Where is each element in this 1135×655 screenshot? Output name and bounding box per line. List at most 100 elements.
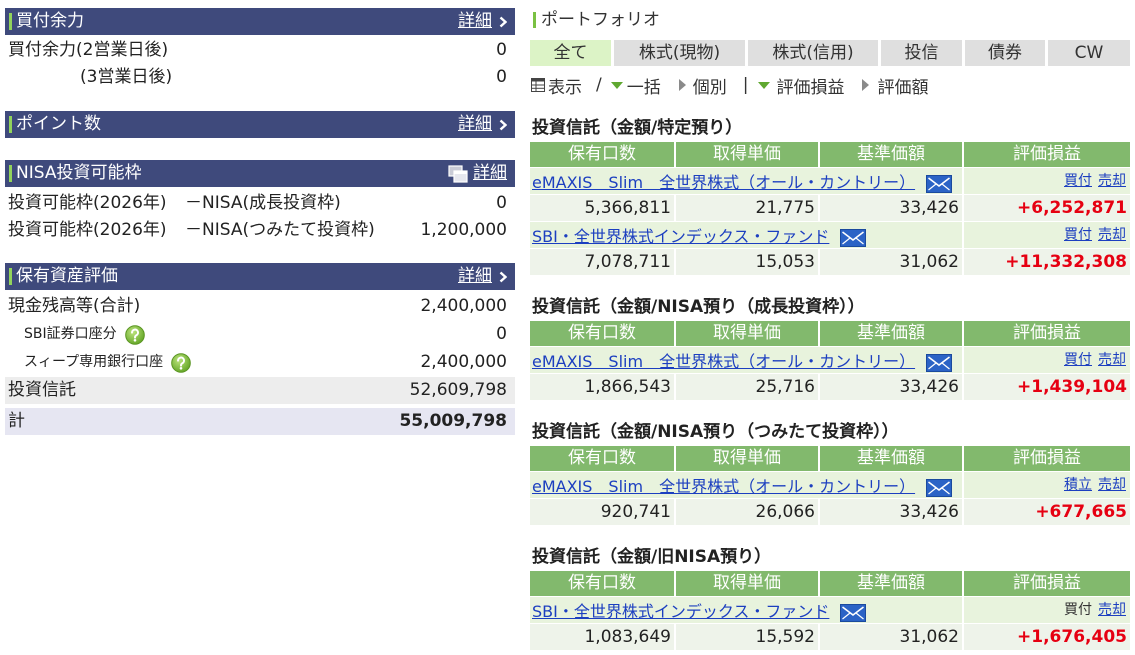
separator: / [596, 75, 602, 95]
fund-name-cell: eMAXIS Slim 全世界株式（オール・カントリー） [530, 472, 962, 498]
accumulate-link[interactable]: 積立 [1064, 477, 1092, 493]
assets-header: 保有資産評価 詳細 [5, 263, 515, 290]
buying-power-detail-link[interactable]: 詳細 [458, 11, 492, 31]
tab-cw[interactable]: CW [1048, 40, 1130, 66]
mail-icon[interactable] [926, 478, 953, 497]
individual-label[interactable]: 個別 [692, 77, 727, 98]
tab-funds[interactable]: 投信 [881, 40, 962, 66]
nisa-header: NISA投資可能枠 詳細 [5, 160, 515, 187]
holdings-table: 保有口数 取得単価 基準価額 評価損益 SBI・全世界株式インデックス・ファンド… [530, 571, 1130, 650]
buying-power-title: 買付余力 [16, 11, 84, 31]
divider: | [742, 75, 749, 95]
row-label: (3営業日後) [80, 67, 173, 87]
nisa-title: NISA投資可能枠 [16, 163, 142, 183]
sell-link[interactable]: 売却 [1098, 602, 1126, 618]
tab-all[interactable]: 全て [530, 40, 611, 66]
column-header: 基準価額 [820, 142, 962, 167]
help-icon[interactable] [171, 352, 191, 373]
section-title: 投資信託（金額/NISA預り（成長投資枠）） [532, 297, 865, 317]
tab-bonds[interactable]: 債券 [965, 40, 1045, 66]
help-icon[interactable] [124, 324, 145, 345]
triangle-right-icon [862, 79, 870, 91]
row-label-wrap: SBI証券口座分 [24, 321, 145, 348]
chevron-right-icon[interactable] [499, 271, 507, 283]
assets-row-sbi-account: SBI証券口座分 0 [5, 321, 515, 348]
popup-window-icon[interactable] [448, 164, 468, 183]
fund-name-link[interactable]: SBI・全世界株式インデックス・ファンド [532, 602, 830, 621]
mail-icon[interactable] [926, 174, 953, 193]
mail-icon[interactable] [840, 228, 867, 247]
fund-name-cell: eMAXIS Slim 全世界株式（オール・カントリー） [530, 347, 962, 373]
profit-loss-value: +6,252,871 [964, 195, 1130, 221]
row-label: 計 [8, 411, 25, 431]
profit-loss-label[interactable]: 評価損益 [776, 77, 845, 98]
points-detail-link[interactable]: 詳細 [458, 114, 492, 134]
fund-name-link[interactable]: SBI・全世界株式インデックス・ファンド [532, 227, 830, 246]
triangle-down-icon [610, 81, 623, 89]
column-header: 基準価額 [820, 571, 962, 596]
mail-icon[interactable] [926, 353, 953, 372]
row-value: 0 [496, 193, 507, 213]
column-header: 評価損益 [964, 142, 1130, 167]
column-header: 保有口数 [530, 142, 674, 167]
bulk-option[interactable]: 一括 [610, 73, 661, 98]
row-value: 52,609,798 [409, 380, 507, 400]
individual-option[interactable]: 個別 [678, 73, 727, 98]
holdings-table: 保有口数 取得単価 基準価額 評価損益 eMAXIS Slim 全世界株式（オー… [530, 142, 1130, 275]
sell-link[interactable]: 売却 [1098, 352, 1126, 368]
column-header: 取得単価 [676, 321, 818, 346]
assets-detail[interactable]: 詳細 [458, 263, 507, 290]
buy-link[interactable]: 買付 [1064, 352, 1092, 368]
nisa-row-growth: 投資可能枠(2026年) －NISA(成長投資枠) 0 [5, 190, 515, 217]
fund-name-link[interactable]: eMAXIS Slim 全世界株式（オール・カントリー） [532, 352, 916, 371]
sell-link[interactable]: 売却 [1098, 173, 1126, 189]
nav-value: 33,426 [820, 195, 962, 221]
portfolio-title: ポートフォリオ [533, 8, 660, 32]
assets-detail-link[interactable]: 詳細 [458, 266, 492, 286]
tab-stock-margin[interactable]: 株式(信用) [748, 40, 878, 66]
bulk-label[interactable]: 一括 [626, 77, 661, 98]
holdings-table: 保有口数 取得単価 基準価額 評価損益 eMAXIS Slim 全世界株式（オー… [530, 446, 1130, 525]
sell-link[interactable]: 売却 [1098, 227, 1126, 243]
cost-value: 25,716 [676, 374, 818, 400]
profit-loss-value: +11,332,308 [964, 249, 1130, 275]
units-value: 920,741 [530, 499, 674, 525]
row-label: 買付余力(2営業日後) [8, 40, 169, 60]
tab-stock-cash[interactable]: 株式(現物) [614, 40, 745, 66]
buy-link[interactable]: 買付 [1064, 227, 1092, 243]
row-label: スィープ専用銀行口座 [24, 354, 164, 370]
row-label: 投資可能枠(2026年) [8, 220, 167, 240]
row-value: 0 [496, 324, 507, 344]
column-header: 取得単価 [676, 571, 818, 596]
row-value: 0 [496, 67, 507, 87]
nisa-detail[interactable]: 詳細 [448, 160, 507, 187]
sell-link[interactable]: 売却 [1098, 477, 1126, 493]
nisa-detail-link[interactable]: 詳細 [473, 163, 507, 183]
valuation-option[interactable]: 評価額 [862, 73, 928, 98]
column-header: 評価損益 [964, 321, 1130, 346]
mail-icon[interactable] [840, 603, 867, 622]
fund-name-link[interactable]: eMAXIS Slim 全世界株式（オール・カントリー） [532, 173, 916, 192]
buy-link[interactable]: 買付 [1064, 173, 1092, 189]
profit-loss-option[interactable]: 評価損益 [758, 73, 844, 98]
buying-power-detail[interactable]: 詳細 [458, 8, 507, 35]
row-label: 投資信託 [8, 380, 76, 400]
units-value: 1,866,543 [530, 374, 674, 400]
points-detail[interactable]: 詳細 [458, 111, 507, 138]
row-label: 投資可能枠(2026年) [8, 193, 167, 213]
display-label: 表示 [548, 77, 582, 98]
fund-name-cell: eMAXIS Slim 全世界株式（オール・カントリー） [530, 168, 962, 194]
fund-name-link[interactable]: eMAXIS Slim 全世界株式（オール・カントリー） [532, 477, 916, 496]
section-title: 投資信託（金額/特定預り） [532, 118, 743, 138]
row-value: 1,200,000 [420, 220, 507, 240]
nav-value: 31,062 [820, 624, 962, 650]
chevron-right-icon[interactable] [499, 16, 507, 28]
nav-value: 31,062 [820, 249, 962, 275]
valuation-label[interactable]: 評価額 [877, 77, 929, 98]
profit-loss-value: +1,676,405 [964, 624, 1130, 650]
chevron-right-icon[interactable] [499, 119, 507, 131]
row-label-wrap: スィープ専用銀行口座 [24, 349, 191, 376]
fund-name-cell: SBI・全世界株式インデックス・ファンド [530, 597, 962, 623]
points-header: ポイント数 詳細 [5, 111, 515, 138]
buying-power-row-3day: (3営業日後) 0 [5, 64, 515, 91]
